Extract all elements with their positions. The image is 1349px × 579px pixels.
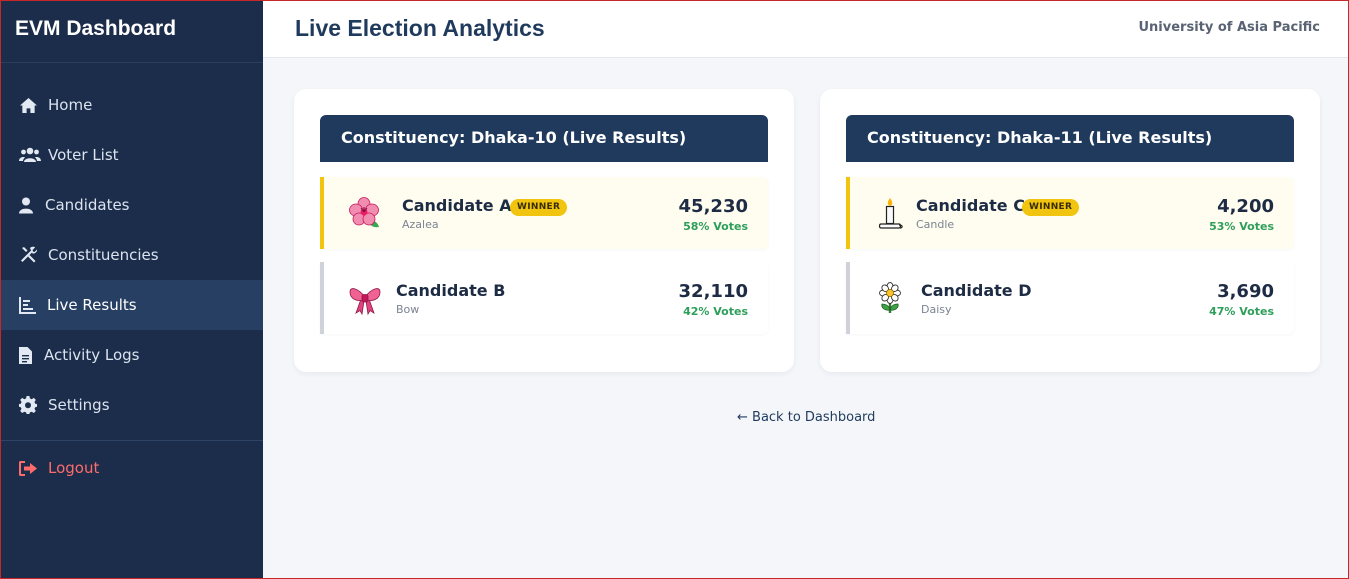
- candidate-name: Candidate D: [921, 281, 1032, 300]
- logout-label: Logout: [48, 459, 100, 477]
- vote-percentage: 53% Votes: [1209, 220, 1274, 233]
- top-header: Live Election Analytics University of As…: [263, 0, 1349, 58]
- page-title: Live Election Analytics: [295, 15, 545, 41]
- candidate-symbol: Azalea: [402, 218, 439, 231]
- organization-name: University of Asia Pacific: [1138, 20, 1321, 35]
- candidate-symbol: Bow: [396, 303, 420, 316]
- logout-button[interactable]: Logout: [0, 443, 263, 493]
- winner-badge: WINNER: [510, 199, 568, 216]
- daisy-icon: [874, 282, 908, 316]
- sidebar-item-label: Candidates: [45, 196, 130, 214]
- candidate-row-b: Candidate B Bow 32,110 42% Votes: [320, 262, 768, 334]
- home-icon: [19, 95, 45, 115]
- vote-count: 32,110: [678, 281, 748, 302]
- vote-count: 45,230: [678, 196, 748, 217]
- sidebar: EVM Dashboard Home Voter List Candidates…: [0, 0, 263, 579]
- logout-icon: [19, 458, 45, 478]
- brand-title: EVM Dashboard: [0, 0, 263, 63]
- sidebar-item-settings[interactable]: Settings: [0, 380, 263, 430]
- candidate-name: Candidate C: [916, 196, 1025, 215]
- candidate-row-d: Candidate D Daisy 3,690 47% Votes: [846, 262, 1294, 334]
- sidebar-item-label: Home: [48, 96, 93, 114]
- sidebar-item-activity-logs[interactable]: Activity Logs: [0, 330, 263, 380]
- sidebar-item-label: Constituencies: [48, 246, 159, 264]
- vote-count: 3,690: [1217, 281, 1274, 302]
- candle-icon: [874, 197, 908, 231]
- candidate-symbol: Candle: [916, 218, 955, 231]
- candidate-row-a: Candidate A WINNER Azalea 45,230 58% Vot…: [320, 177, 768, 249]
- sidebar-nav: Home Voter List Candidates Constituencie…: [0, 63, 263, 493]
- sidebar-item-home[interactable]: Home: [0, 80, 263, 130]
- sidebar-item-label: Settings: [48, 396, 110, 414]
- vote-percentage: 42% Votes: [683, 305, 748, 318]
- sidebar-item-live-results[interactable]: Live Results: [0, 280, 263, 330]
- candidate-row-c: Candidate C WINNER Candle 4,200 53% Vote…: [846, 177, 1294, 249]
- vote-count: 4,200: [1217, 196, 1274, 217]
- vote-percentage: 58% Votes: [683, 220, 748, 233]
- candidate-name: Candidate B: [396, 281, 506, 300]
- tools-icon: [19, 245, 45, 265]
- file-icon: [19, 345, 41, 365]
- constituency-card-dhaka-11: Constituency: Dhaka-11 (Live Results) Ca…: [820, 89, 1320, 372]
- constituency-card-dhaka-10: Constituency: Dhaka-10 (Live Results) Ca…: [294, 89, 794, 372]
- sidebar-item-voter-list[interactable]: Voter List: [0, 130, 263, 180]
- back-to-dashboard-link[interactable]: ← Back to Dashboard: [737, 410, 876, 425]
- candidate-symbol: Daisy: [921, 303, 952, 316]
- winner-badge: WINNER: [1022, 199, 1080, 216]
- constituency-title: Constituency: Dhaka-10 (Live Results): [320, 115, 768, 162]
- sidebar-item-label: Activity Logs: [44, 346, 140, 364]
- user-icon: [19, 195, 42, 215]
- candidate-name: Candidate A: [402, 196, 512, 215]
- sidebar-item-constituencies[interactable]: Constituencies: [0, 230, 263, 280]
- users-icon: [19, 145, 45, 165]
- sidebar-item-label: Voter List: [48, 146, 119, 164]
- bow-icon: [348, 282, 382, 316]
- azalea-icon: [348, 197, 382, 231]
- nav-divider: [0, 440, 263, 441]
- sidebar-item-candidates[interactable]: Candidates: [0, 180, 263, 230]
- sidebar-item-label: Live Results: [47, 296, 137, 314]
- chart-icon: [19, 295, 44, 315]
- gear-icon: [19, 395, 45, 415]
- vote-percentage: 47% Votes: [1209, 305, 1274, 318]
- constituency-title: Constituency: Dhaka-11 (Live Results): [846, 115, 1294, 162]
